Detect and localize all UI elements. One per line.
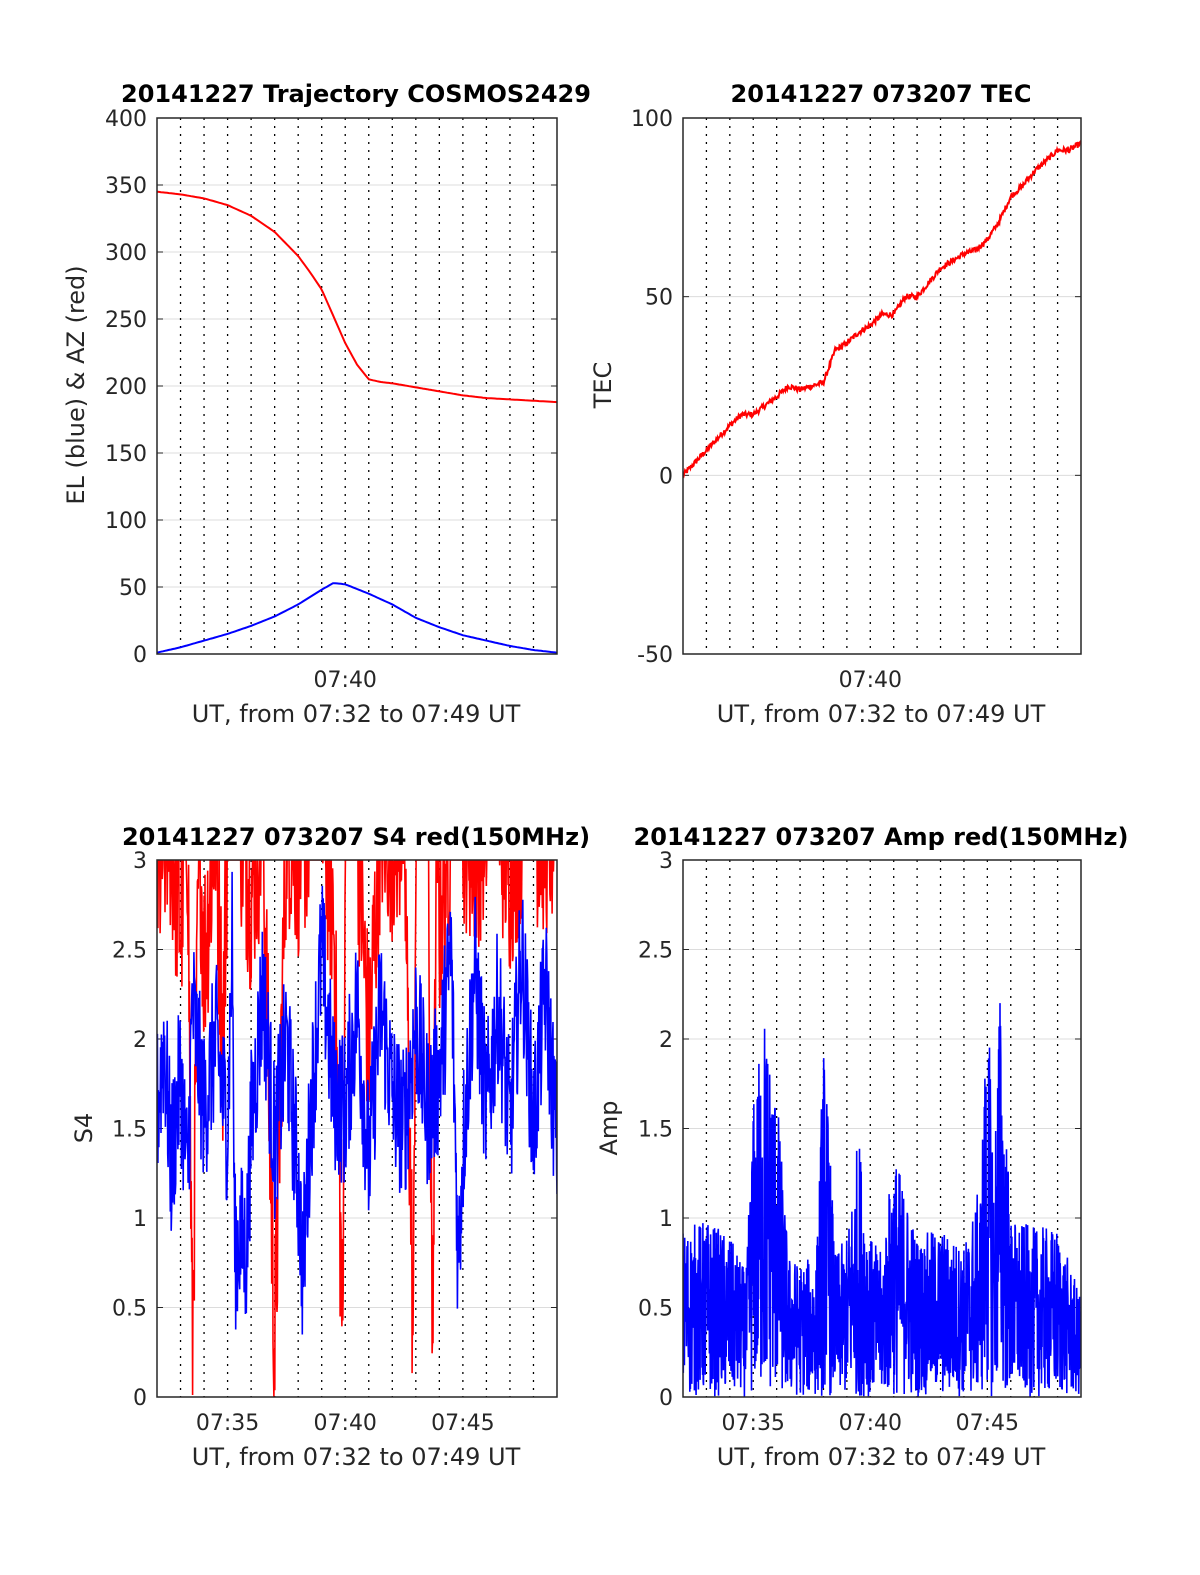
y-tick-label: 1 — [133, 1207, 147, 1232]
y-tick-label: 0 — [659, 1386, 673, 1411]
y-tick-label: 0 — [133, 643, 147, 668]
y-axis-label: EL (blue) & AZ (red) — [62, 265, 90, 504]
y-tick-label: 3 — [133, 849, 147, 874]
axes-frame — [682, 859, 1082, 1398]
plot-title: 20141227 073207 TEC — [731, 80, 1032, 108]
x-tick-label: 07:40 — [839, 1411, 902, 1436]
y-tick-label: 0 — [133, 1386, 147, 1411]
axes-frame — [156, 117, 558, 655]
y-tick-label: 100 — [105, 509, 147, 534]
y-axis-label: S4 — [70, 1113, 98, 1144]
y-axis-label: Amp — [595, 1100, 623, 1155]
y-tick-label: 0.5 — [638, 1297, 673, 1322]
plot-area: -50 0 50 100 07:40 — [631, 107, 1082, 693]
y-tick-label: 2 — [133, 1028, 147, 1053]
x-axis-label: UT, from 07:32 to 07:49 UT — [717, 1443, 1046, 1471]
y-axis-label: TEC — [589, 362, 617, 410]
x-tick-label: 07:35 — [722, 1411, 785, 1436]
series-line-blue — [157, 871, 557, 1335]
axes-frame — [156, 859, 558, 1398]
y-tick-label: 100 — [631, 107, 673, 132]
x-axis-label: UT, from 07:32 to 07:49 UT — [192, 700, 521, 728]
axes-frame — [682, 117, 1082, 655]
trajectory-plot: 0 50 100 150 200 250 300 350 400 07:40 20141227 T… — [62, 80, 591, 728]
y-tick-label: 200 — [105, 375, 147, 400]
s4-plot: 0 0.5 1 1.5 2 2.5 3 07:35 07:40 07:45 20141227 07… — [70, 823, 590, 1471]
y-tick-label: 2 — [659, 1028, 673, 1053]
y-tick-label: 0.5 — [112, 1297, 147, 1322]
series-line-red — [683, 140, 1081, 479]
plot-title: 20141227 073207 Amp red(150MHz) — [634, 823, 1129, 851]
y-tick-label: 350 — [105, 174, 147, 199]
y-tick-label: 1 — [659, 1207, 673, 1232]
series-line-red — [157, 860, 557, 1397]
y-tick-label: 3 — [659, 849, 673, 874]
x-tick-label: 07:45 — [956, 1411, 1019, 1436]
axes-background — [683, 118, 1081, 654]
x-tick-label: 07:40 — [839, 668, 902, 693]
x-axis-label: UT, from 07:32 to 07:49 UT — [192, 1443, 521, 1471]
series-line-blue — [683, 1003, 1081, 1397]
plot-title: 20141227 Trajectory COSMOS2429 — [121, 80, 591, 108]
plot-title: 20141227 073207 S4 red(150MHz) — [122, 823, 590, 851]
series-line-red — [157, 190, 557, 404]
plot-area: 0 0.5 1 1.5 2 2.5 3 07:35 07:40 07:45 — [112, 849, 558, 1436]
y-tick-label: 2.5 — [112, 939, 147, 964]
plot-area: 0 0.5 1 1.5 2 2.5 3 07:35 07:40 07:45 — [638, 849, 1082, 1436]
y-tick-label: 400 — [105, 107, 147, 132]
y-tick-label: 50 — [645, 286, 673, 311]
y-tick-label: 2.5 — [638, 939, 673, 964]
x-tick-label: 07:40 — [314, 1411, 377, 1436]
tec-plot: -50 0 50 100 07:40 20141227 073207 TEC UT, f… — [589, 80, 1082, 728]
x-tick-label: 07:35 — [196, 1411, 259, 1436]
y-tick-label: 1.5 — [112, 1118, 147, 1143]
y-tick-label: -50 — [637, 643, 673, 668]
y-tick-label: 150 — [105, 442, 147, 467]
x-tick-label: 07:45 — [431, 1411, 494, 1436]
x-axis-label: UT, from 07:32 to 07:49 UT — [717, 700, 1046, 728]
amp-plot: 0 0.5 1 1.5 2 2.5 3 07:35 07:40 07:45 20141227 07… — [595, 823, 1128, 1471]
y-tick-label: 0 — [659, 464, 673, 489]
x-tick-label: 07:40 — [314, 668, 377, 693]
plot-area: 0 50 100 150 200 250 300 350 400 07:40 — [105, 107, 558, 693]
y-tick-label: 250 — [105, 308, 147, 333]
y-tick-label: 50 — [119, 576, 147, 601]
y-tick-label: 1.5 — [638, 1118, 673, 1143]
y-tick-label: 300 — [105, 241, 147, 266]
series-line-blue — [157, 582, 557, 654]
